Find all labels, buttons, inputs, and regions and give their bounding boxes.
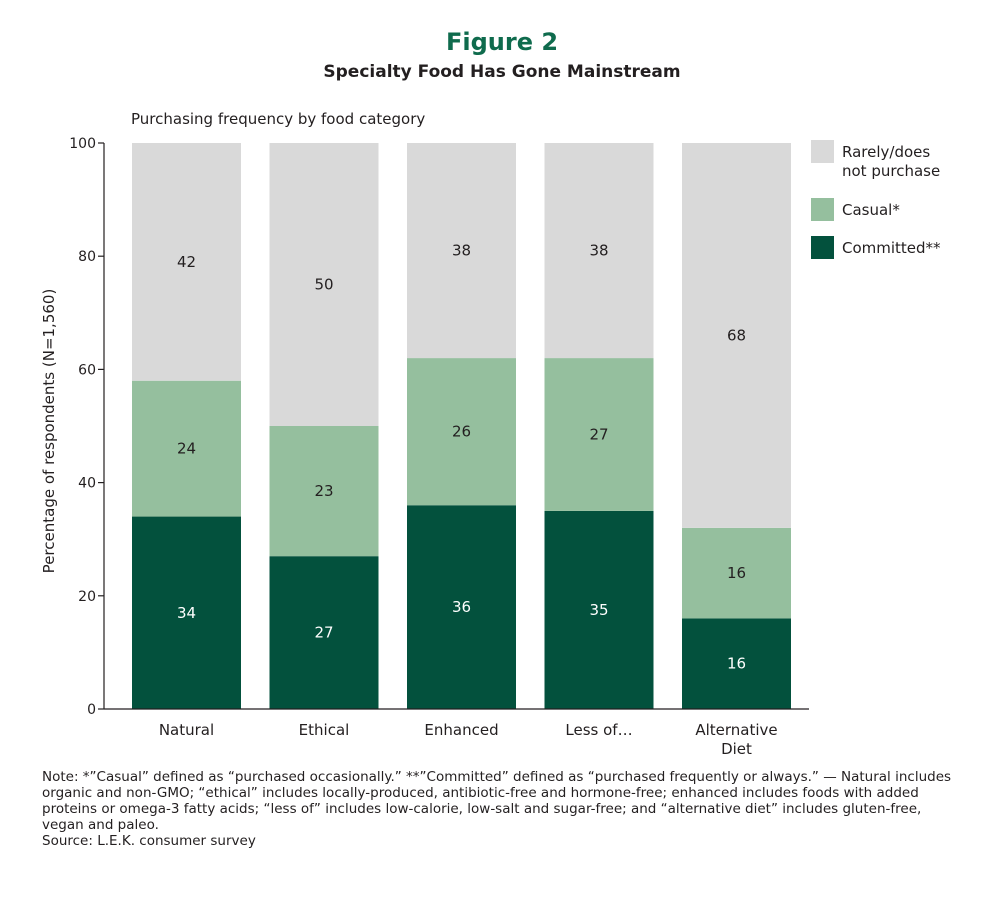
figure-label: Figure 2 bbox=[445, 28, 559, 56]
bar-segment-casual bbox=[132, 380, 241, 517]
labels-group: 34 24 42 Natural 27 23 50 Ethical 36 26 38 Enhanced… bbox=[159, 242, 778, 758]
chart-subtitle: Purchasing frequency by food category bbox=[131, 110, 426, 128]
legend-swatch bbox=[811, 140, 834, 163]
data-label: 36 bbox=[452, 598, 471, 616]
legend-label: Rarely/does not purchase bbox=[842, 143, 941, 180]
legend-swatch bbox=[811, 236, 834, 259]
bar-segment-casual bbox=[544, 358, 654, 511]
legend-label: Casual* bbox=[842, 201, 900, 219]
axes-group: 0 20 40 60 80 100 Percentage of respondents (N… bbox=[40, 136, 809, 718]
bars-group bbox=[132, 143, 791, 709]
y-tick-label: 40 bbox=[78, 476, 96, 492]
data-label: 42 bbox=[177, 253, 196, 271]
bar-segment-rarely bbox=[132, 143, 241, 381]
data-label: 68 bbox=[727, 326, 746, 344]
footnote: Note: *”Casual” defined as “purchased oc… bbox=[42, 769, 962, 849]
bar-segment-rarely bbox=[544, 143, 654, 359]
data-label: 38 bbox=[589, 242, 608, 260]
x-tick-label: Natural bbox=[159, 721, 214, 739]
y-tick-label: 80 bbox=[78, 249, 96, 265]
y-tick-label: 20 bbox=[78, 589, 96, 605]
bar-segment-committed bbox=[269, 556, 379, 709]
data-label: 35 bbox=[589, 601, 608, 619]
data-label: 16 bbox=[727, 564, 746, 582]
y-tick-label: 60 bbox=[78, 362, 96, 378]
bar-segment-committed bbox=[407, 505, 516, 709]
bar-segment-rarely bbox=[269, 143, 379, 426]
y-tick-label: 0 bbox=[87, 702, 96, 718]
x-tick-label: Ethical bbox=[299, 721, 350, 739]
legend-label: Committed** bbox=[842, 239, 941, 257]
bar-segment-committed bbox=[132, 516, 241, 709]
bar-segment-committed bbox=[682, 618, 791, 709]
bar-segment-casual bbox=[682, 527, 791, 619]
legend-swatch bbox=[811, 198, 834, 221]
chart-title: Specialty Food Has Gone Mainstream bbox=[323, 62, 681, 82]
data-label: 23 bbox=[314, 482, 333, 500]
data-label: 27 bbox=[589, 425, 608, 443]
bar-segment-committed bbox=[544, 510, 654, 709]
y-tick-label: 100 bbox=[69, 136, 96, 152]
bar-segment-rarely bbox=[682, 143, 791, 528]
data-label: 26 bbox=[452, 423, 471, 441]
x-tick-label: Enhanced bbox=[424, 721, 498, 739]
data-label: 34 bbox=[177, 604, 196, 622]
data-label: 38 bbox=[452, 242, 471, 260]
bar-segment-casual bbox=[269, 426, 379, 557]
data-label: 50 bbox=[314, 276, 333, 294]
data-label: 27 bbox=[314, 624, 333, 642]
x-tick-label: Alternative Diet bbox=[695, 721, 777, 758]
footnote-source: Source: L.E.K. consumer survey bbox=[42, 833, 256, 849]
footnote-note: Note: *”Casual” defined as “purchased oc… bbox=[42, 769, 952, 833]
bar-segment-casual bbox=[407, 358, 516, 506]
x-tick-label: Less of… bbox=[565, 721, 632, 739]
data-label: 24 bbox=[177, 440, 196, 458]
data-label: 16 bbox=[727, 655, 746, 673]
y-axis-label: Percentage of respondents (N=1,560) bbox=[40, 289, 58, 574]
bar-segment-rarely bbox=[407, 143, 516, 359]
